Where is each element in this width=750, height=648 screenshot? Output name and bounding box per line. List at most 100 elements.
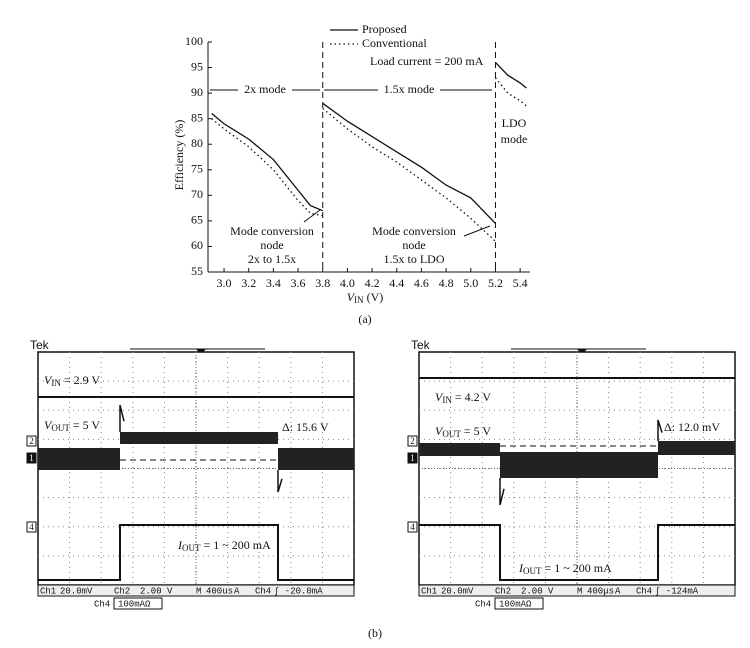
ripple-band [419,443,500,456]
caption: (b) [368,626,382,640]
channel-label: 1 [410,453,415,463]
iout-sub: OUT [523,566,542,576]
annotation: 2x to 1.5x [248,252,296,266]
annotation: mode [501,132,528,146]
iout-rest: = 1 ~ 200 mA [201,538,272,552]
vin-sub: IN [51,378,61,388]
ripple-band [500,452,658,478]
channel-box [407,452,418,464]
status-item: M [577,586,582,596]
x-label-main: V [347,290,356,304]
x-label-rest: (V) [364,290,384,304]
annotation: node [260,238,283,252]
y-tick-label: 65 [191,213,203,227]
channel-label: 2 [29,436,34,446]
series-line [322,102,496,224]
annotation: Mode conversion [372,224,456,238]
status-item: 2.00 V [140,586,173,596]
iout-label: IOUT = 1 ~ 200 mA [177,538,271,553]
status-item: 20.0mV [60,586,93,596]
vout-rest: = 5 V [461,424,492,438]
series-line [494,77,527,107]
x-tick-label: 3.8 [315,276,330,290]
status-item: Ch4 [636,586,652,596]
y-tick-label: 60 [191,238,203,252]
annotation: node [402,238,425,252]
vin-sub: IN [442,395,452,405]
iout-trace [419,524,735,581]
iout-rest: = 1 ~ 200 mA [542,561,613,575]
iout-main: I [177,538,183,552]
x-tick-label: 4.4 [389,276,404,290]
status-item: A [234,586,240,596]
vin-main: V [435,390,444,404]
status2-item: Ch4 [94,599,110,609]
status-item: Ch4 [255,586,271,596]
vout-label: VOUT = 5 V [435,424,491,439]
y-tick-label: 70 [191,187,203,201]
vin-main: V [44,373,53,387]
vin-rest: = 2.9 V [61,373,101,387]
vout-rest: = 5 V [70,418,101,432]
scope-header: Tek [411,338,431,352]
channel-box [407,521,418,533]
status-item: 400μs [587,586,614,596]
legend-label: Proposed [362,22,407,36]
x-label-sub: IN [354,295,364,305]
channel-label: 4 [29,522,34,532]
x-tick-label: 4.8 [439,276,454,290]
status-item: ∫ -124mA [655,586,699,596]
vout-spike [499,419,663,506]
series-line [211,113,323,212]
annotation: Mode conversion [230,224,314,238]
annotation: 2x mode [244,82,286,96]
status2-item: 100mAΩ [499,599,532,609]
x-tick-label: 5.0 [463,276,478,290]
caption: (a) [358,312,371,326]
iout-trace [38,524,354,581]
channel-label: 1 [29,453,34,463]
x-tick-label: 4.2 [365,276,380,290]
status-item: 2.00 V [521,586,554,596]
status2-item: 100mAΩ [118,599,151,609]
vin-label: VIN = 2.9 V [44,373,100,388]
x-tick-label: 5.2 [488,276,503,290]
iout-main: I [518,561,524,575]
status-item: Ch2 [495,586,511,596]
x-tick-label: 3.4 [266,276,281,290]
y-tick-label: 90 [191,85,203,99]
x-tick-label: 3.0 [217,276,232,290]
pointer [463,225,491,237]
annotation: 1.5x to LDO [384,252,445,266]
y-tick-label: 95 [191,59,203,73]
vout-main: V [435,424,444,438]
annotation: LDO [502,116,527,130]
channel-label: 2 [410,436,415,446]
series-line [494,61,527,89]
vout-label: VOUT = 5 V [44,418,100,433]
status-item: A [615,586,621,596]
status-item: Ch1 [421,586,437,596]
status-item: 20.0mV [441,586,474,596]
status-item: 400us [206,586,233,596]
series-line [322,107,496,242]
status2-box [494,597,544,610]
status-item: Ch2 [114,586,130,596]
iout-sub: OUT [182,543,201,553]
status2-box [113,597,163,610]
iout-label: IOUT = 1 ~ 200 mA [518,561,612,576]
y-tick-label: 75 [191,162,203,176]
vout-sub: OUT [51,423,70,433]
channel-box [26,435,37,447]
x-tick-label: 3.2 [241,276,256,290]
ripple-band [120,432,278,444]
channel-box [26,521,37,533]
x-axis-label: VIN (V) [347,290,384,305]
y-tick-label: 80 [191,136,203,150]
status-item: ∫ -20.0mA [274,586,323,596]
x-tick-label: 3.6 [291,276,306,290]
x-tick-label: 4.6 [414,276,429,290]
